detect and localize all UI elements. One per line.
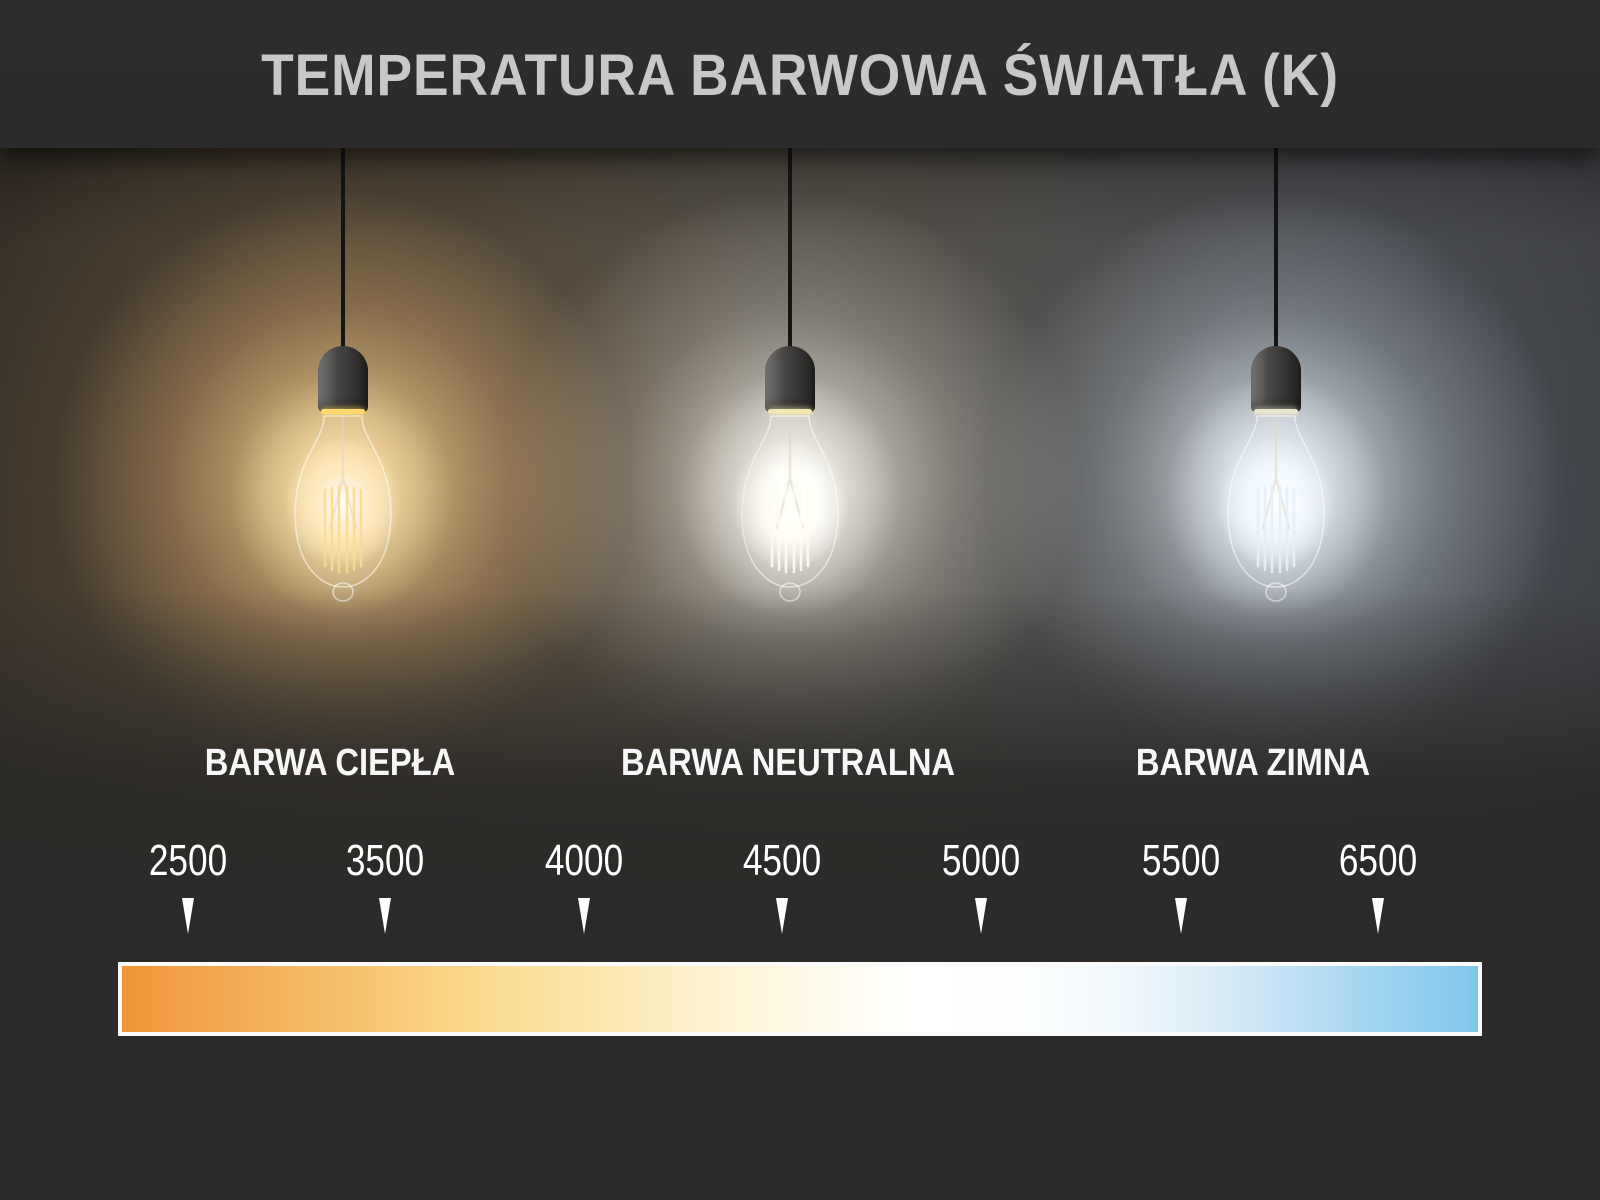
scale-tick-arrow-icon — [1174, 898, 1187, 934]
scale-tick-arrow-icon — [181, 898, 194, 934]
scale-tick-arrow-icon — [578, 898, 591, 934]
scale-value-2500: 2500 — [148, 836, 227, 885]
scale-tick-arrow-icon — [776, 898, 789, 934]
scale-value-5500: 5500 — [1141, 836, 1220, 885]
scale-value-4500: 4500 — [743, 836, 822, 885]
temperature-gradient-bar — [118, 962, 1482, 1036]
kelvin-scale: 2500 3500 4000 4500 5000 5500 6500 — [118, 0, 1482, 1200]
scale-value-3500: 3500 — [346, 836, 425, 885]
scale-tick-arrow-icon — [379, 898, 392, 934]
scale-tick-arrow-icon — [1372, 898, 1385, 934]
page-title: TEMPERATURA BARWOWA ŚWIATŁA (K) — [261, 43, 1339, 108]
header-bar: TEMPERATURA BARWOWA ŚWIATŁA (K) — [0, 0, 1600, 148]
scale-value-5000: 5000 — [942, 836, 1021, 885]
scale-value-6500: 6500 — [1339, 836, 1418, 885]
scale-tick-arrow-icon — [975, 898, 988, 934]
scale-value-4000: 4000 — [545, 836, 624, 885]
